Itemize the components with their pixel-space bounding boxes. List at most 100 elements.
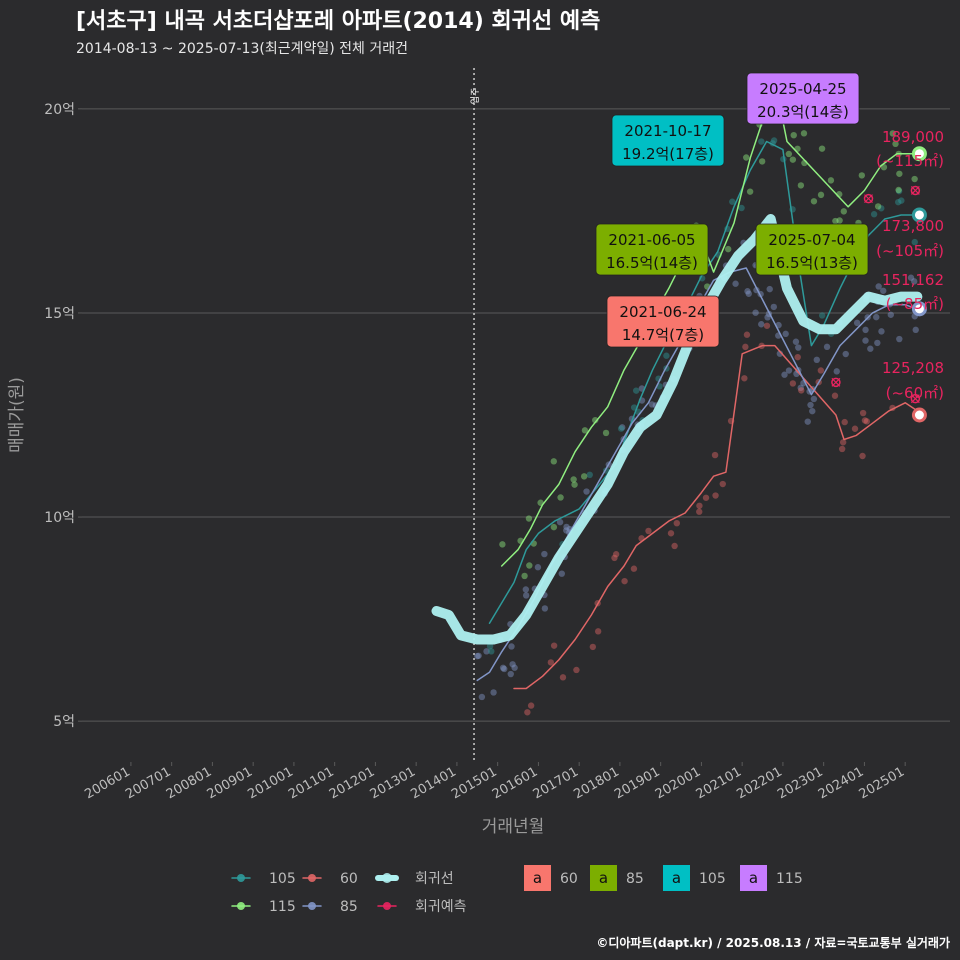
transaction-dot bbox=[526, 562, 533, 569]
transaction-dot bbox=[874, 203, 882, 210]
transaction-dot bbox=[838, 445, 846, 453]
legend-label: 60 bbox=[340, 871, 358, 887]
outlier-marker bbox=[863, 193, 874, 204]
transaction-dot bbox=[898, 197, 905, 204]
callout-box: 2021-10-17 19.2억(17층) bbox=[611, 114, 725, 167]
transaction-dot bbox=[911, 238, 918, 246]
transaction-dot bbox=[911, 175, 918, 183]
transaction-dot bbox=[873, 313, 880, 321]
legend-box-glyph: a bbox=[533, 869, 542, 887]
transaction-dot bbox=[911, 278, 918, 285]
transaction-dot bbox=[534, 564, 542, 571]
transaction-dot bbox=[867, 345, 874, 352]
legend-box-glyph: a bbox=[749, 869, 758, 887]
transaction-dot bbox=[785, 367, 793, 374]
x-tick-label: 201601 bbox=[490, 764, 540, 802]
transaction-dot bbox=[766, 285, 773, 293]
transaction-dot bbox=[840, 208, 848, 215]
transaction-dot bbox=[858, 172, 866, 179]
transaction-dot bbox=[501, 665, 508, 673]
legend-key-dot bbox=[382, 873, 392, 883]
callout-background bbox=[755, 223, 869, 276]
forecast-point bbox=[911, 146, 927, 162]
transaction-dot bbox=[696, 508, 703, 515]
x-axis-label: 거래년월 bbox=[482, 817, 545, 837]
legend-box-label: 60 bbox=[560, 871, 578, 887]
legend-box-glyph: a bbox=[672, 869, 681, 887]
legend-label: 회귀예측 bbox=[415, 899, 467, 915]
transaction-dot bbox=[673, 519, 680, 527]
outlier-marker bbox=[910, 185, 921, 196]
x-tick-label: 201501 bbox=[449, 764, 499, 802]
transaction-dot bbox=[836, 217, 843, 224]
transaction-dot bbox=[770, 303, 778, 311]
transaction-dot bbox=[912, 326, 919, 334]
outlier-marker bbox=[831, 377, 841, 388]
callout-box: 2021-06-24 14.7억(7층) bbox=[606, 295, 720, 348]
transaction-dot bbox=[619, 424, 626, 431]
transaction-dot bbox=[558, 570, 565, 577]
x-tick-label: 200801 bbox=[164, 764, 214, 802]
transaction-dot bbox=[511, 664, 518, 671]
transaction-dot bbox=[851, 425, 859, 432]
transaction-dot bbox=[602, 429, 610, 437]
regression-line bbox=[431, 214, 923, 645]
transaction-dot bbox=[508, 643, 515, 650]
forecast-point bbox=[911, 207, 927, 223]
transaction-dot bbox=[758, 138, 765, 145]
callout-date: 2025-04-25 bbox=[759, 80, 846, 98]
legend-box-label: 115 bbox=[776, 871, 803, 887]
transaction-dot bbox=[785, 150, 793, 158]
transaction-dot bbox=[563, 527, 570, 534]
transaction-dot bbox=[563, 523, 570, 531]
callout-value: 19.2억(17층) bbox=[622, 145, 714, 163]
legend-label: 115 bbox=[269, 899, 296, 915]
callout-date: 2021-10-17 bbox=[624, 122, 711, 140]
transaction-dot bbox=[559, 674, 567, 681]
transaction-dot bbox=[667, 530, 675, 537]
transaction-dot bbox=[781, 371, 788, 378]
callout-background bbox=[611, 114, 725, 167]
transaction-dot bbox=[763, 322, 771, 329]
callout-value: 16.5억(14층) bbox=[606, 254, 698, 272]
transaction-dot bbox=[831, 392, 839, 399]
callout-box: 2025-07-04 16.5억(13층) bbox=[755, 223, 869, 276]
transaction-dot bbox=[758, 158, 766, 165]
plot-area: 5억 10억 15억 20억 20060120070120080120090120100… bbox=[44, 68, 950, 802]
credit-text: ©디아파트(dapt.kr) / 2025.08.13 / 자료=국토교통부 실… bbox=[596, 935, 950, 950]
transaction-dot bbox=[522, 586, 530, 593]
transaction-dot bbox=[483, 648, 490, 655]
transaction-dot bbox=[842, 350, 849, 358]
transaction-dot bbox=[895, 186, 902, 194]
callout-value: 16.5억(13층) bbox=[766, 254, 858, 272]
legend-key-dot bbox=[308, 902, 316, 910]
transaction-dot bbox=[789, 380, 797, 387]
transaction-dot bbox=[795, 344, 802, 351]
transaction-dot bbox=[770, 137, 778, 144]
outlier-cross bbox=[910, 186, 920, 195]
legend-label: 85 bbox=[340, 899, 358, 915]
series-line-60 bbox=[513, 344, 919, 690]
callout-background bbox=[595, 223, 709, 276]
forecast-price-label: 173,800 bbox=[882, 217, 944, 235]
outlier-cross bbox=[910, 394, 920, 404]
callout-date: 2021-06-05 bbox=[608, 231, 695, 249]
transaction-dot bbox=[499, 664, 507, 672]
transaction-dot bbox=[752, 309, 759, 316]
transaction-dot bbox=[804, 418, 811, 425]
transaction-dot bbox=[746, 188, 754, 195]
transaction-dot bbox=[490, 689, 497, 696]
transaction-dot bbox=[810, 395, 818, 403]
forecast-area-label: (~60㎡) bbox=[886, 384, 944, 402]
transaction-dot bbox=[630, 565, 638, 572]
transaction-dot bbox=[839, 439, 847, 446]
callout-date: 2021-06-24 bbox=[619, 303, 706, 321]
transaction-dot bbox=[853, 319, 861, 327]
transaction-dot bbox=[724, 245, 732, 253]
transaction-dot bbox=[712, 492, 719, 499]
transaction-dot bbox=[797, 182, 805, 189]
transaction-dot bbox=[550, 642, 558, 649]
legend: 105 60 회귀선 115 85 회귀예측 a 60 a 85 a 105 a 115 bbox=[231, 865, 803, 915]
transaction-dot bbox=[817, 191, 825, 199]
